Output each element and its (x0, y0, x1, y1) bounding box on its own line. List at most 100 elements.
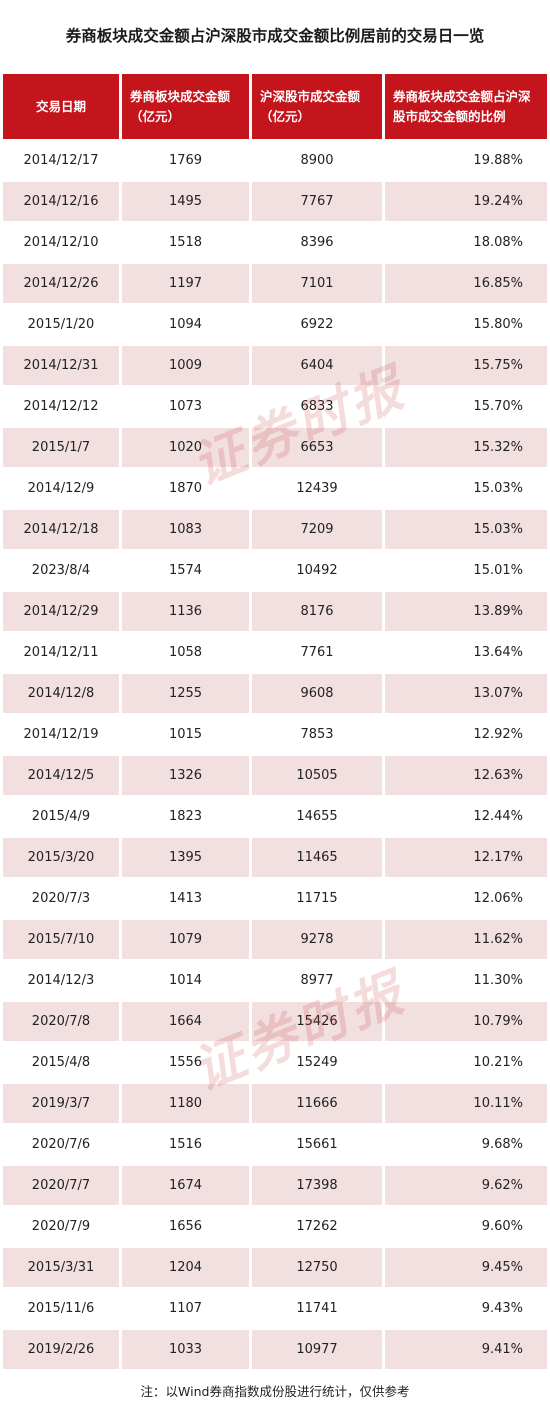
cell-ratio: 10.21% (473, 1055, 523, 1070)
cell-trade-date: 2019/2/26 (3, 1330, 119, 1369)
cell-brokerage-turnover: 1079 (122, 920, 249, 959)
table-row: 2014/12/17 1769 8900 19.88% (3, 141, 547, 180)
cell-ratio: 12.92% (473, 727, 523, 742)
table-row: 2014/12/29 1136 8176 13.89% (3, 592, 547, 631)
cell-ratio: 12.06% (473, 891, 523, 906)
header-ratio: 券商板块成交金额占沪深 股市成交金额的比例 (385, 74, 547, 139)
cell-market-turnover: 11715 (296, 891, 338, 906)
cell-brokerage-turnover: 1014 (168, 973, 203, 988)
table-row: 2014/12/9 1870 12439 15.03% (3, 469, 547, 508)
table-row: 2014/12/26 1197 7101 16.85% (3, 264, 547, 303)
cell-brokerage-turnover: 1136 (122, 592, 249, 631)
cell-ratio: 19.24% (385, 182, 547, 221)
cell-market-turnover: 15661 (296, 1137, 338, 1152)
cell-ratio: 15.32% (385, 428, 547, 467)
header-trade-date: 交易日期 (3, 74, 119, 139)
cell-ratio: 19.88% (473, 153, 523, 168)
cell-market-turnover: 14655 (296, 809, 338, 824)
cell-brokerage-turnover: 1495 (122, 182, 249, 221)
table-header-row: 交易日期 券商板块成交金额 （亿元） 沪深股市成交金额 （亿元） 券商板块成交金额占… (3, 74, 547, 139)
cell-brokerage-turnover: 1823 (168, 809, 203, 824)
cell-brokerage-turnover: 1083 (122, 510, 249, 549)
cell-market-turnover: 6922 (300, 317, 334, 332)
cell-trade-date: 2015/3/20 (3, 838, 119, 877)
cell-trade-date: 2020/7/7 (3, 1166, 119, 1205)
cell-ratio: 12.63% (385, 756, 547, 795)
cell-brokerage-turnover: 1015 (168, 727, 203, 742)
table-row: 2015/4/8 1556 15249 10.21% (3, 1043, 547, 1082)
cell-market-turnover: 12750 (252, 1248, 382, 1287)
header-brokerage-turnover: 券商板块成交金额 （亿元） (122, 74, 249, 139)
table-row: 2014/12/18 1083 7209 15.03% (3, 510, 547, 549)
cell-trade-date: 2014/12/19 (23, 727, 99, 742)
cell-ratio: 9.43% (481, 1301, 523, 1316)
cell-trade-date: 2015/4/8 (31, 1055, 91, 1070)
cell-market-turnover: 7853 (300, 727, 334, 742)
cell-market-turnover: 6833 (300, 399, 334, 414)
cell-trade-date: 2015/3/31 (3, 1248, 119, 1287)
table-row: 2014/12/8 1255 9608 13.07% (3, 674, 547, 713)
cell-trade-date: 2014/12/10 (23, 235, 99, 250)
cell-brokerage-turnover: 1255 (122, 674, 249, 713)
cell-market-turnover: 6404 (252, 346, 382, 385)
cell-market-turnover: 7761 (300, 645, 334, 660)
cell-market-turnover: 6653 (252, 428, 382, 467)
cell-ratio: 13.89% (385, 592, 547, 631)
cell-trade-date: 2014/12/16 (3, 182, 119, 221)
table-row: 2015/7/10 1079 9278 11.62% (3, 920, 547, 959)
cell-brokerage-turnover: 1020 (122, 428, 249, 467)
cell-market-turnover: 10977 (252, 1330, 382, 1369)
cell-brokerage-turnover: 1674 (122, 1166, 249, 1205)
cell-brokerage-turnover: 1516 (168, 1137, 203, 1152)
cell-trade-date: 2014/12/17 (23, 153, 99, 168)
table-row: 2014/12/16 1495 7767 19.24% (3, 182, 547, 221)
cell-ratio: 13.07% (385, 674, 547, 713)
cell-trade-date: 2015/11/6 (27, 1301, 95, 1316)
cell-ratio: 9.68% (481, 1137, 523, 1152)
cell-market-turnover: 12439 (296, 481, 338, 496)
cell-trade-date: 2023/8/4 (31, 563, 91, 578)
cell-market-turnover: 17262 (296, 1219, 338, 1234)
cell-trade-date: 2014/12/11 (23, 645, 99, 660)
cell-market-turnover: 8977 (300, 973, 334, 988)
cell-brokerage-turnover: 1664 (122, 1002, 249, 1041)
footnote: 注：以Wind券商指数成份股进行统计，仅供参考 (140, 1384, 410, 1399)
cell-trade-date: 2014/12/31 (3, 346, 119, 385)
cell-market-turnover: 7101 (252, 264, 382, 303)
table-row: 2014/12/5 1326 10505 12.63% (3, 756, 547, 795)
cell-ratio: 15.03% (473, 481, 523, 496)
cell-brokerage-turnover: 1197 (122, 264, 249, 303)
cell-brokerage-turnover: 1107 (168, 1301, 203, 1316)
cell-brokerage-turnover: 1326 (122, 756, 249, 795)
cell-brokerage-turnover: 1073 (168, 399, 203, 414)
header-market-turnover: 沪深股市成交金额 （亿元） (252, 74, 382, 139)
cell-trade-date: 2020/7/6 (31, 1137, 91, 1152)
cell-brokerage-turnover: 1656 (168, 1219, 203, 1234)
table-row: 2020/7/3 1413 11715 12.06% (3, 879, 547, 918)
cell-market-turnover: 17398 (252, 1166, 382, 1205)
cell-trade-date: 2014/12/12 (23, 399, 99, 414)
table-row: 2020/7/7 1674 17398 9.62% (3, 1166, 547, 1205)
cell-market-turnover: 8900 (300, 153, 334, 168)
cell-market-turnover: 15249 (296, 1055, 338, 1070)
table-row: 2014/12/11 1058 7761 13.64% (3, 633, 547, 672)
cell-ratio: 15.70% (473, 399, 523, 414)
table-row: 2014/12/3 1014 8977 11.30% (3, 961, 547, 1000)
cell-trade-date: 2015/1/20 (27, 317, 95, 332)
cell-trade-date: 2014/12/18 (3, 510, 119, 549)
cell-trade-date: 2019/3/7 (3, 1084, 119, 1123)
table-row: 2015/1/20 1094 6922 15.80% (3, 305, 547, 344)
cell-trade-date: 2014/12/9 (27, 481, 95, 496)
cell-market-turnover: 7767 (252, 182, 382, 221)
cell-market-turnover: 8176 (252, 592, 382, 631)
table-body: 2014/12/17 1769 8900 19.88% 2014/12/16 1495 77… (3, 141, 547, 1369)
table-row: 2019/2/26 1033 10977 9.41% (3, 1330, 547, 1369)
cell-market-turnover: 9278 (252, 920, 382, 959)
cell-ratio: 10.11% (385, 1084, 547, 1123)
cell-market-turnover: 10492 (296, 563, 338, 578)
table-row: 2020/7/6 1516 15661 9.68% (3, 1125, 547, 1164)
cell-market-turnover: 11741 (296, 1301, 338, 1316)
cell-market-turnover: 9608 (252, 674, 382, 713)
table-row: 2015/4/9 1823 14655 12.44% (3, 797, 547, 836)
cell-trade-date: 2015/7/10 (3, 920, 119, 959)
